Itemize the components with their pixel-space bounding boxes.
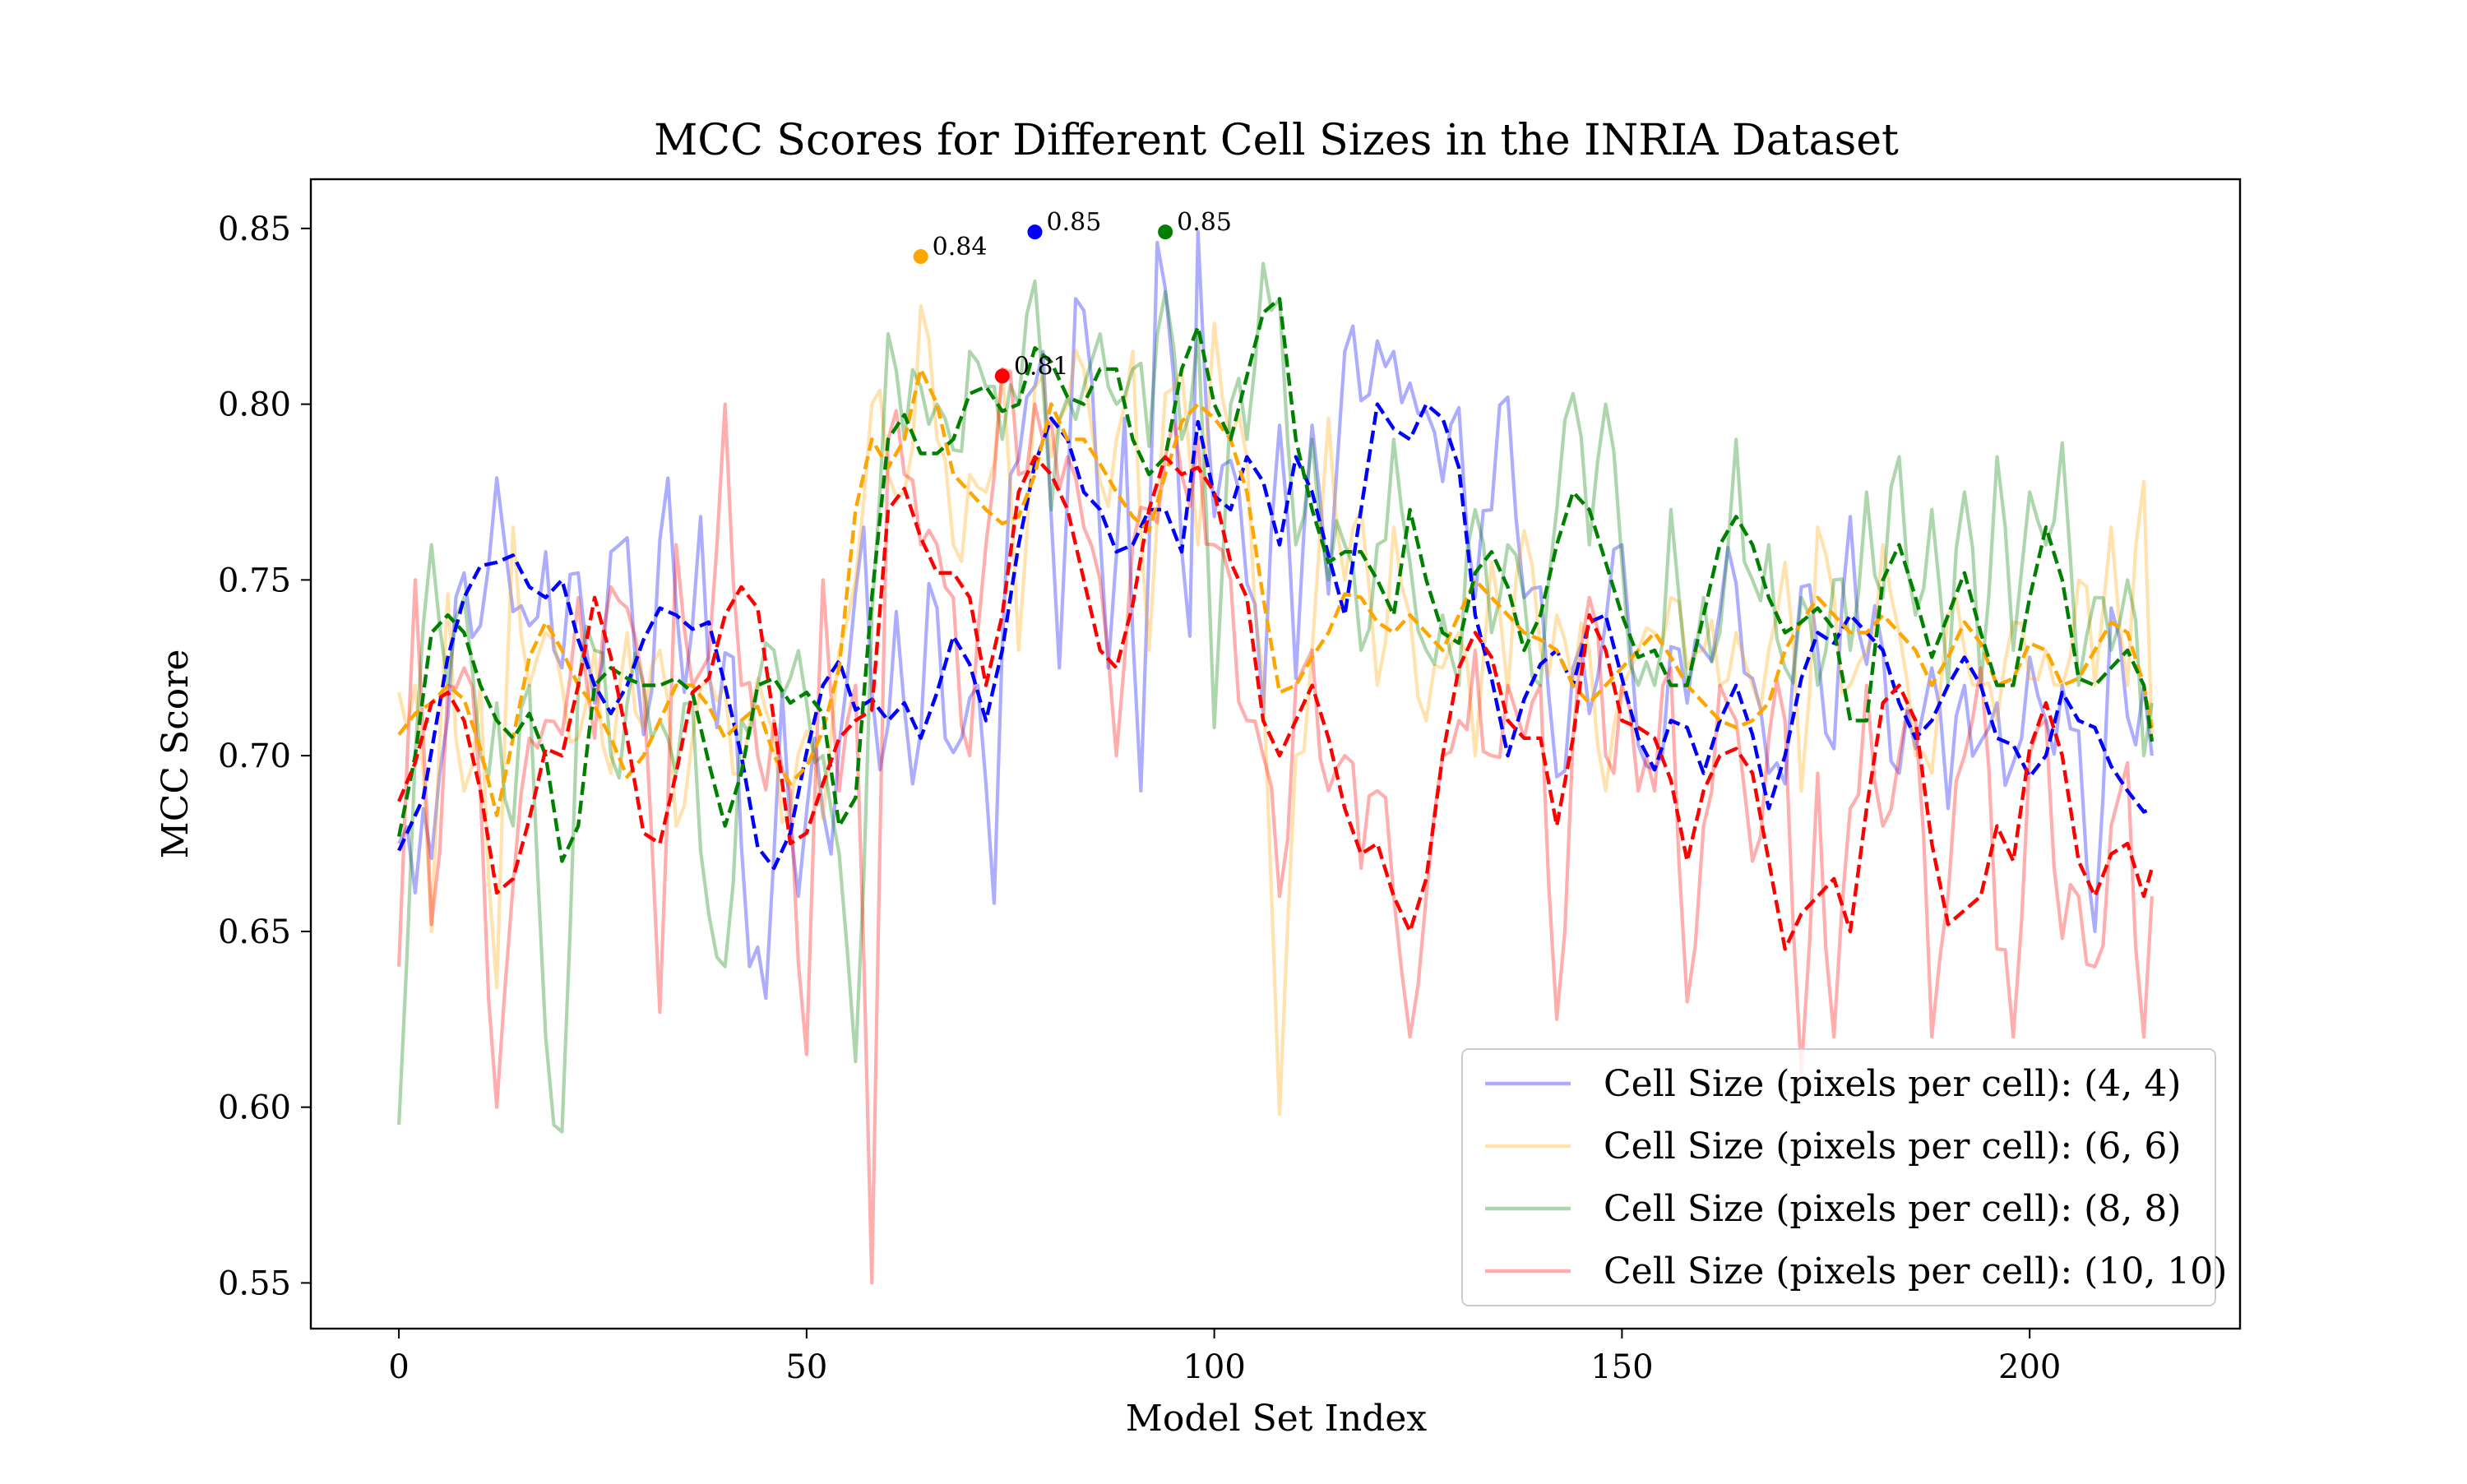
peak-marker [994, 368, 1010, 384]
y-tick-label: 0.75 [218, 562, 291, 599]
peak-label: 0.84 [933, 233, 988, 261]
legend-label-8x8: Cell Size (pixels per cell): (8, 8) [1604, 1188, 2181, 1230]
legend-label-4x4: Cell Size (pixels per cell): (4, 4) [1604, 1063, 2181, 1105]
plot-area: 0.84 0.85 0.85 0.81 [396, 208, 2155, 1285]
x-tick-label: 150 [1590, 1348, 1653, 1386]
peak-marker [1027, 224, 1043, 240]
legend-label-6x6: Cell Size (pixels per cell): (6, 6) [1604, 1126, 2181, 1167]
peak-label: 0.85 [1177, 208, 1232, 237]
series-smoothed-4x4 [397, 402, 2153, 871]
series-raw-4x4 [397, 230, 2154, 1001]
y-tick-label: 0.60 [218, 1089, 291, 1127]
legend-box [1461, 1048, 2216, 1306]
chart-title: MCC Scores for Different Cell Sizes in t… [654, 116, 1899, 165]
series-smoothed-6x6 [397, 367, 2155, 817]
legend-label-10x10: Cell Size (pixels per cell): (10, 10) [1604, 1251, 2227, 1292]
peak-annotations-layer: 0.84 0.85 0.85 0.81 [913, 208, 1232, 384]
x-tick-label: 100 [1183, 1348, 1245, 1386]
y-tick-label: 0.85 [218, 210, 291, 248]
x-axis-label: Model Set Index [1126, 1398, 1428, 1440]
y-tick-label: 0.70 [218, 737, 291, 775]
y-axis-label: MCC Score [155, 650, 197, 859]
peak-marker [913, 249, 928, 265]
x-tick-label: 50 [785, 1348, 827, 1386]
y-tick-label: 0.65 [218, 913, 291, 951]
peak-label: 0.85 [1046, 208, 1101, 237]
y-tick-label: 0.80 [218, 386, 291, 424]
series-raw-10x10 [397, 367, 2154, 1285]
x-axis-ticks: 0 50 100 150 200 [388, 1329, 2061, 1386]
axes-frame [309, 178, 2242, 1330]
smoothed-series-layer [396, 297, 2155, 951]
x-tick-label: 0 [388, 1348, 409, 1386]
legend: Cell Size (pixels per cell): (4, 4) Cell … [1461, 1048, 2227, 1306]
peak-label: 0.81 [1014, 352, 1069, 381]
y-axis-ticks: 0.55 0.60 0.65 0.70 0.75 0.80 0.85 [218, 210, 311, 1302]
x-tick-label: 200 [1998, 1348, 2061, 1386]
y-tick-label: 0.55 [218, 1264, 291, 1302]
series-smoothed-8x8 [396, 297, 2155, 863]
peak-marker [1158, 224, 1173, 240]
series-raw-6x6 [397, 303, 2154, 1116]
